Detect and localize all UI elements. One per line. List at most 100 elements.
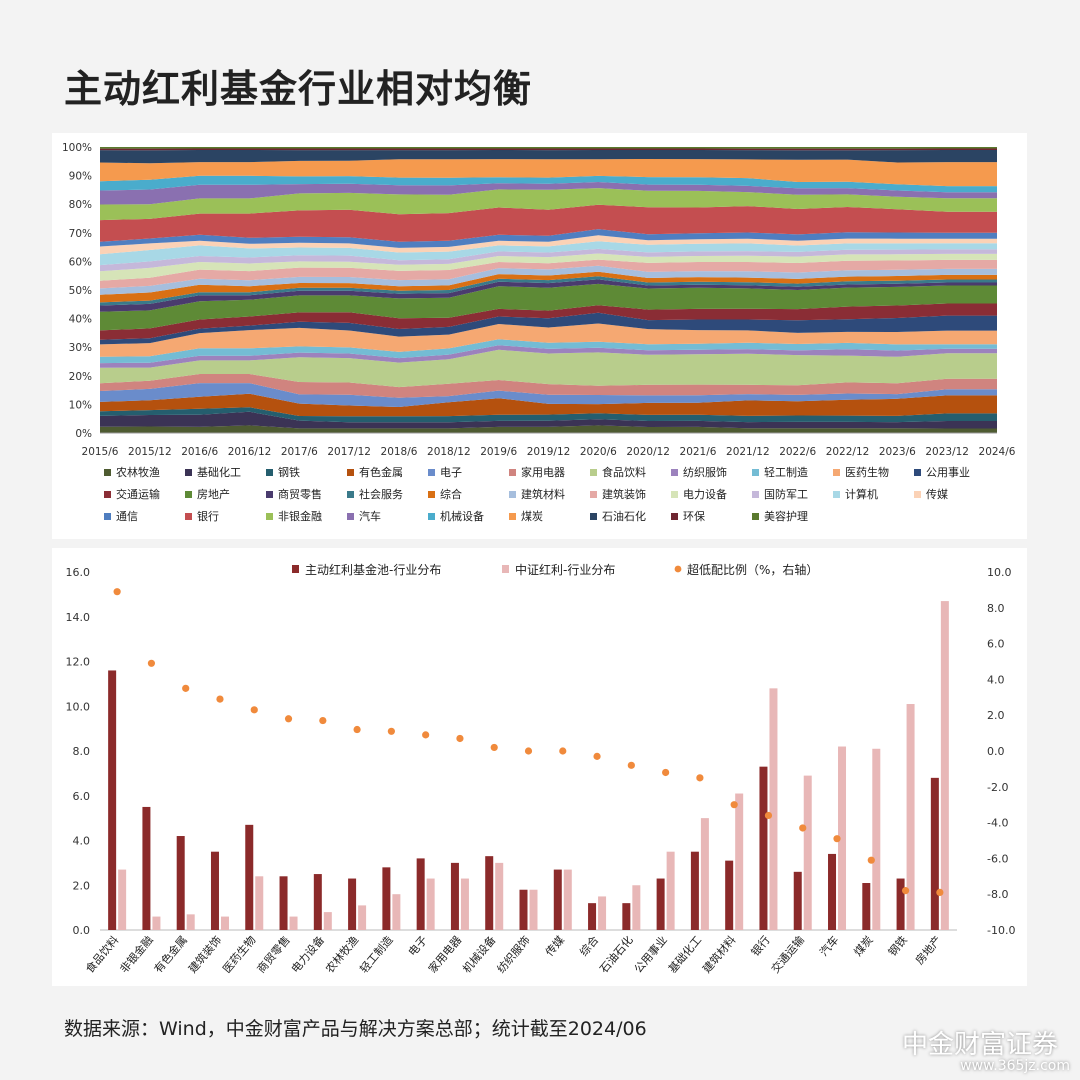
x-category-label: 综合 [576, 933, 601, 959]
bar-csi-dividend [220, 916, 229, 930]
legend-item-label: 基础化工 [197, 465, 241, 479]
legend-item-label: 石油石化 [602, 509, 646, 523]
x-category-label: 轻工制造 [357, 933, 396, 976]
legend-item-label: 房地产 [197, 487, 230, 501]
x-tick-label: 2019/6 [480, 446, 517, 458]
scatter-point [627, 761, 635, 769]
area-series [100, 383, 997, 407]
area-series [100, 345, 997, 368]
legend-swatch [428, 491, 435, 498]
bar-fund-pool [862, 883, 871, 930]
x-category-label: 公用事业 [632, 934, 670, 976]
x-category-label: 传媒 [543, 934, 567, 959]
legend-item-label: 银行 [197, 509, 219, 523]
right-y-tick-label: 0.0 [987, 745, 1005, 758]
scatter-point [456, 734, 464, 743]
scatter-point [524, 747, 533, 755]
area-series [100, 147, 997, 149]
bar-fund-pool [588, 903, 597, 930]
x-category-label: 电子 [406, 934, 430, 959]
area-series [100, 283, 997, 331]
bar-fund-pool [656, 878, 665, 930]
legend-item-label: 中证红利-行业分布 [515, 562, 615, 577]
legend-swatch [266, 469, 273, 476]
bar-csi-dividend [289, 916, 298, 930]
y-tick-label: 30% [69, 342, 92, 354]
left-y-tick-label: 10.0 [66, 700, 91, 713]
x-category-label: 食品饮料 [82, 933, 121, 976]
legend-item-label: 传媒 [926, 488, 948, 501]
bar-csi-dividend [735, 793, 744, 930]
x-category-label: 医药生物 [220, 933, 259, 976]
right-y-tick-label: -6.0 [987, 852, 1008, 865]
scatter-point [387, 727, 395, 735]
bar-csi-dividend [906, 704, 915, 930]
bar-chart-panel: 0.0 2.0 4.0 6.0 8.0 10.0 12.0 14.0 16.0 -10.0 -8.0… [52, 548, 1027, 986]
area-series [100, 253, 997, 281]
area-series [100, 148, 997, 151]
bar-csi-dividend [632, 885, 641, 930]
x-tick-label: 2022/12 [826, 446, 870, 458]
right-y-tick-label: 4.0 [987, 673, 1005, 686]
x-tick-label: 2020/6 [580, 446, 617, 458]
bar-csi-dividend [838, 746, 847, 930]
legend-item-label: 非银金融 [278, 509, 322, 523]
scatter-point [593, 752, 601, 760]
legend-item-label: 钢铁 [278, 466, 300, 479]
legend-item-label: 有色金属 [359, 465, 403, 479]
left-y-tick-label: 16.0 [66, 566, 91, 579]
bar-fund-pool [142, 806, 151, 930]
area-series [100, 271, 997, 303]
legend-swatch [671, 469, 678, 476]
legend-swatch [590, 491, 597, 498]
right-y-tick-label: 8.0 [987, 602, 1005, 615]
legend-swatch [266, 491, 273, 498]
area-series [100, 259, 997, 289]
legend-item-label: 电子 [440, 466, 462, 479]
legend-item-label: 公用事业 [926, 466, 970, 479]
area-series [100, 182, 997, 205]
x-category-label: 机械设备 [460, 933, 499, 976]
legend-swatch [104, 513, 111, 520]
bar-csi-dividend [152, 916, 161, 930]
bar-fund-pool [759, 766, 768, 930]
right-y-tick-label: -2.0 [987, 781, 1008, 794]
bar-csi-dividend [186, 914, 195, 930]
legend-swatch [509, 513, 516, 520]
y-tick-label: 60% [69, 256, 92, 268]
left-y-tick-label: 8.0 [73, 745, 91, 758]
x-tick-label: 2018/6 [381, 446, 418, 458]
bar-csi-dividend [529, 889, 538, 930]
legend-swatch [292, 565, 299, 573]
x-category-label: 石油石化 [597, 933, 636, 976]
legend-swatch [752, 469, 759, 476]
legend-swatch [347, 491, 354, 498]
legend-item-label: 建筑装饰 [602, 487, 646, 501]
legend-item-label: 农林牧渔 [116, 465, 160, 479]
y-tick-label: 80% [69, 199, 92, 211]
legend-item-label: 通信 [116, 510, 138, 523]
legend-item-label: 环保 [683, 509, 705, 523]
legend-swatch [266, 513, 273, 520]
x-tick-label: 2021/12 [726, 446, 770, 458]
x-category-label: 钢铁 [886, 934, 910, 959]
bar-fund-pool [108, 670, 117, 930]
bar-fund-pool [793, 871, 802, 930]
x-tick-label: 2024/6 [979, 446, 1016, 458]
x-category-label: 电力设备 [288, 933, 327, 976]
area-series [100, 393, 997, 417]
legend-item-label: 国防军工 [764, 487, 808, 501]
x-category-label: 汽车 [816, 933, 841, 959]
x-category-label: 建筑材料 [699, 933, 738, 976]
legend-swatch [185, 513, 192, 520]
area-series [100, 339, 997, 364]
x-tick-label: 2015/12 [128, 446, 172, 458]
scatter-point [867, 856, 875, 864]
area-series [100, 349, 997, 388]
x-tick-label: 2023/12 [925, 446, 969, 458]
legend-item-label: 社会服务 [359, 487, 403, 501]
bar-csi-dividend [426, 878, 435, 930]
y-tick-label: 0% [75, 428, 92, 440]
x-tick-label: 2020/12 [626, 446, 670, 458]
scatter-point [559, 747, 567, 755]
